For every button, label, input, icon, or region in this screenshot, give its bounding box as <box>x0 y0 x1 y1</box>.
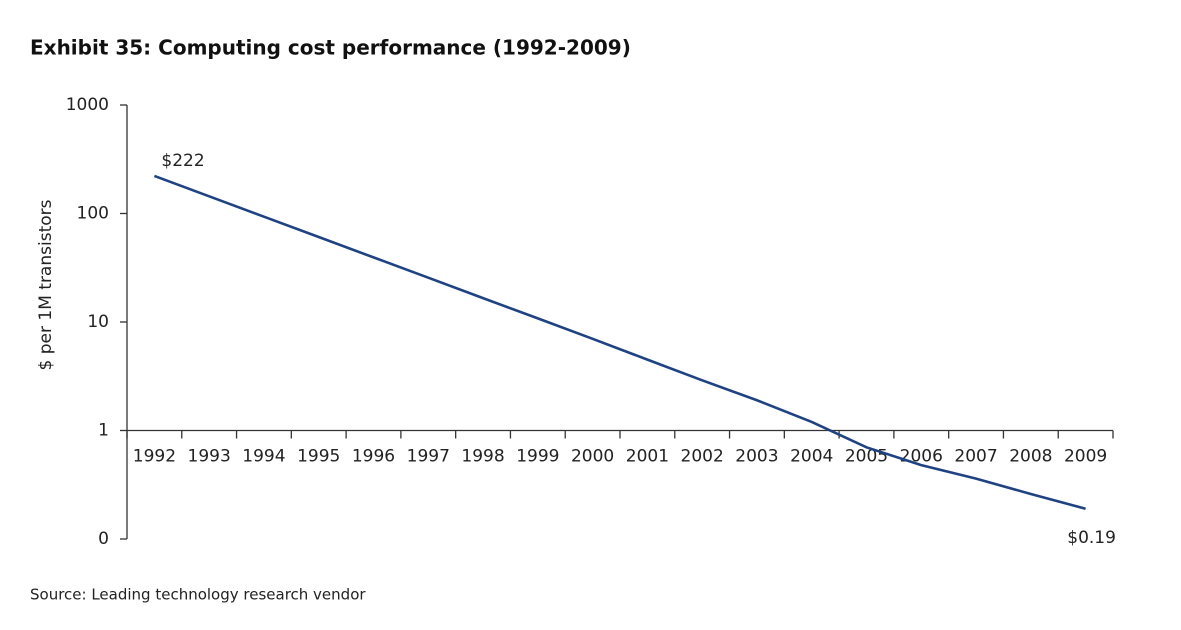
x-tick-label: 1995 <box>297 447 340 467</box>
chart-title: Exhibit 35: Computing cost performance (… <box>30 36 631 60</box>
x-tick-label: 1999 <box>516 447 559 467</box>
x-tick-label: 2001 <box>626 447 669 467</box>
x-tick-label: 2002 <box>681 447 724 467</box>
y-tick-label: 100 <box>77 204 109 224</box>
x-tick-label: 1996 <box>352 447 395 467</box>
x-tick-label: 2003 <box>735 447 778 467</box>
x-tick-label: 2004 <box>790 447 833 467</box>
data-line <box>153 174 1086 511</box>
x-tick-label: 1997 <box>407 447 450 467</box>
y-axis-label: $ per 1M transistors <box>36 199 56 370</box>
source-note: Source: Leading technology research vend… <box>30 586 366 604</box>
y-tick-label: 10 <box>87 312 109 332</box>
x-tick-label: 1998 <box>461 447 504 467</box>
x-tick-label: 1992 <box>133 447 176 467</box>
y-tick-label: 1 <box>98 421 109 441</box>
x-tick-label: 2005 <box>845 447 888 467</box>
x-tick-label: 1994 <box>242 447 285 467</box>
x-tick-label: 2006 <box>900 447 943 467</box>
x-tick-label: 1993 <box>188 447 231 467</box>
x-tick-label: 2007 <box>954 447 997 467</box>
x-tick-label: 2000 <box>571 447 614 467</box>
y-tick-label: 1000 <box>66 95 109 115</box>
x-tick-label: 2008 <box>1009 447 1052 467</box>
x-tick-label: 2009 <box>1064 447 1107 467</box>
y-tick-label: 0 <box>98 529 109 549</box>
data-label: $0.19 <box>1067 528 1116 548</box>
data-label: $222 <box>161 151 204 171</box>
